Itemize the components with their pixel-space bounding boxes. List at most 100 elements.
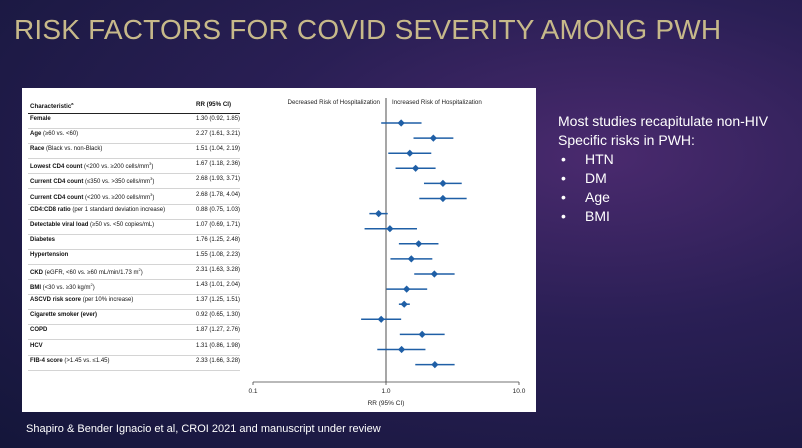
row-characteristic: Detectable viral load (≥50 vs. <50 copie… xyxy=(30,222,154,228)
row-label: Lowest CD4 count xyxy=(30,164,83,171)
estimate-marker xyxy=(377,315,385,323)
table-row: ASCVD risk score (per 10% increase) 1.37 … xyxy=(28,297,242,311)
row-rr-value: 2.31 (1.63, 3.28) xyxy=(196,267,241,273)
estimate-marker xyxy=(397,345,406,354)
row-label: FIB-4 score xyxy=(30,357,63,364)
side-bullet-item: • Age xyxy=(558,188,794,207)
slide-title: RISK FACTORS FOR COVID SEVERITY AMONG PW… xyxy=(14,14,722,45)
row-divider xyxy=(28,324,240,326)
row-rr-value: 2.68 (1.93, 3.71) xyxy=(196,176,241,183)
table-row: Age (≥60 vs. <60) 2.27 (1.61, 3.21) xyxy=(28,131,242,145)
row-divider xyxy=(28,128,240,129)
table-row: Hypertension 1.55 (1.08, 2.23) xyxy=(28,252,242,265)
row-detail: (<200 vs. ≥200 cells/mm xyxy=(82,164,150,171)
side-bullet-text: BMI xyxy=(585,208,610,224)
row-characteristic: Hypertension xyxy=(30,252,68,258)
x-tick-label: 0.1 xyxy=(248,388,257,395)
estimate-marker xyxy=(386,225,394,233)
estimate-marker xyxy=(375,210,383,218)
x-axis-label: RR (95% CI) xyxy=(368,400,405,407)
table-row: CD4:CD8 ratio (per 1 standard deviation … xyxy=(28,207,242,220)
table-row: Cigarette smoker (ever) 0.92 (0.65, 1.30) xyxy=(28,312,242,326)
row-rr-value: 2.33 (1.66, 3.28) xyxy=(196,357,241,364)
side-bullet-item: • HTN xyxy=(558,150,794,169)
row-superscript: 3 xyxy=(149,161,152,167)
row-label: Current CD4 count xyxy=(30,194,84,201)
row-divider xyxy=(28,233,240,235)
estimate-marker xyxy=(415,240,423,248)
estimate-marker xyxy=(400,300,408,308)
row-divider xyxy=(28,173,240,175)
x-tick-label: 1.0 xyxy=(381,388,390,395)
decreased-risk-header: Decreased Risk of Hospitalization xyxy=(287,99,380,106)
estimate-marker xyxy=(439,179,447,187)
row-characteristic: Age (≥60 vs. <60) xyxy=(30,131,78,137)
row-divider xyxy=(28,158,240,160)
estimate-marker xyxy=(430,270,438,278)
header-divider xyxy=(28,113,240,114)
row-label: CKD xyxy=(30,270,43,276)
row-divider xyxy=(28,143,240,145)
side-bullet-item: • DM xyxy=(558,169,794,188)
row-label: Detectable viral load xyxy=(30,221,89,228)
estimate-marker xyxy=(397,119,405,127)
row-detail-end: ) xyxy=(140,270,143,276)
row-detail-end: ) xyxy=(92,285,95,292)
characteristics-table: Characteristica RR (95% CI) Female 1.30 (… xyxy=(22,88,252,412)
row-characteristic: Cigarette smoker (ever) xyxy=(30,312,97,318)
estimate-marker xyxy=(431,361,439,369)
table-row: CKD (eGFR, <60 vs. ≥60 mL/min/1.73 m2) 2.… xyxy=(28,267,242,280)
row-divider xyxy=(28,203,240,205)
row-label: Age xyxy=(30,131,42,138)
row-characteristic: COPD xyxy=(30,327,47,333)
estimate-marker xyxy=(412,164,420,172)
row-detail: (Black vs. non-Black) xyxy=(44,146,103,153)
row-detail: (≤350 vs. >350 cells/mm xyxy=(83,179,151,186)
row-rr-value: 2.27 (1.61, 3.21) xyxy=(196,131,241,138)
bullet-glyph: • xyxy=(561,151,566,167)
row-detail: (eGFR, <60 vs. ≥60 mL/min/1.73 m xyxy=(43,270,139,276)
row-divider xyxy=(28,218,240,220)
side-bullet-text: HTN xyxy=(585,151,614,167)
estimate-marker xyxy=(403,285,411,293)
row-label: Diabetes xyxy=(30,236,56,243)
estimate-marker xyxy=(439,194,447,203)
x-tick-label: 10.0 xyxy=(513,388,526,395)
row-characteristic: CD4:CD8 ratio (per 1 standard deviation … xyxy=(30,207,165,213)
row-detail-end: ) xyxy=(152,194,155,201)
row-rr-value: 1.87 (1.27, 2.76) xyxy=(196,327,241,334)
row-characteristic: Race (Black vs. non-Black) xyxy=(30,146,102,152)
table-row: Current CD4 count (<200 vs. ≥200 cells/m… xyxy=(28,192,242,205)
row-characteristic: HCV xyxy=(30,343,43,349)
side-bullet-text: Age xyxy=(585,189,610,205)
row-superscript: 2 xyxy=(90,282,93,288)
row-label: Race xyxy=(30,146,45,153)
row-divider xyxy=(28,263,240,265)
side-bullet-text: DM xyxy=(585,170,607,186)
row-divider xyxy=(28,354,240,356)
row-characteristic: Lowest CD4 count (<200 vs. ≥200 cells/mm… xyxy=(30,161,153,170)
row-detail: (<30 vs. ≥30 kg/m xyxy=(41,285,91,292)
col-header-rr: RR (95% CI) xyxy=(196,101,232,108)
row-detail: (<200 vs. ≥200 cells/mm xyxy=(83,194,151,201)
row-rr-value: 1.30 (0.92, 1.85) xyxy=(196,116,241,122)
row-rr-value: 0.88 (0.75, 1.03) xyxy=(196,206,241,213)
estimate-marker xyxy=(407,255,415,263)
forest-plot-panel: Characteristica RR (95% CI) Female 1.30 (… xyxy=(22,88,536,412)
row-label: Current CD4 count xyxy=(30,179,84,186)
increased-risk-header: Increased Risk of Hospitalization xyxy=(392,99,482,106)
row-rr-value: 1.37 (1.25, 1.51) xyxy=(196,297,241,304)
estimate-marker xyxy=(418,330,426,338)
row-divider xyxy=(28,369,240,371)
row-characteristic: Diabetes xyxy=(30,237,55,243)
side-notes: Most studies recapitulate non-HIV Specif… xyxy=(558,112,794,226)
row-detail: (per 10% increase) xyxy=(81,297,134,304)
row-superscript: 2 xyxy=(138,267,141,272)
table-row: HCV 1.31 (0.86, 1.98) xyxy=(28,343,242,356)
row-detail-end: ) xyxy=(152,179,155,186)
row-characteristic: Current CD4 count (<200 vs. ≥200 cells/m… xyxy=(30,192,154,201)
row-label: CD4:CD8 ratio xyxy=(30,206,71,213)
row-rr-value: 1.55 (1.08, 2.23) xyxy=(196,251,241,258)
bullet-glyph: • xyxy=(561,208,566,224)
row-label: Hypertension xyxy=(30,251,69,258)
